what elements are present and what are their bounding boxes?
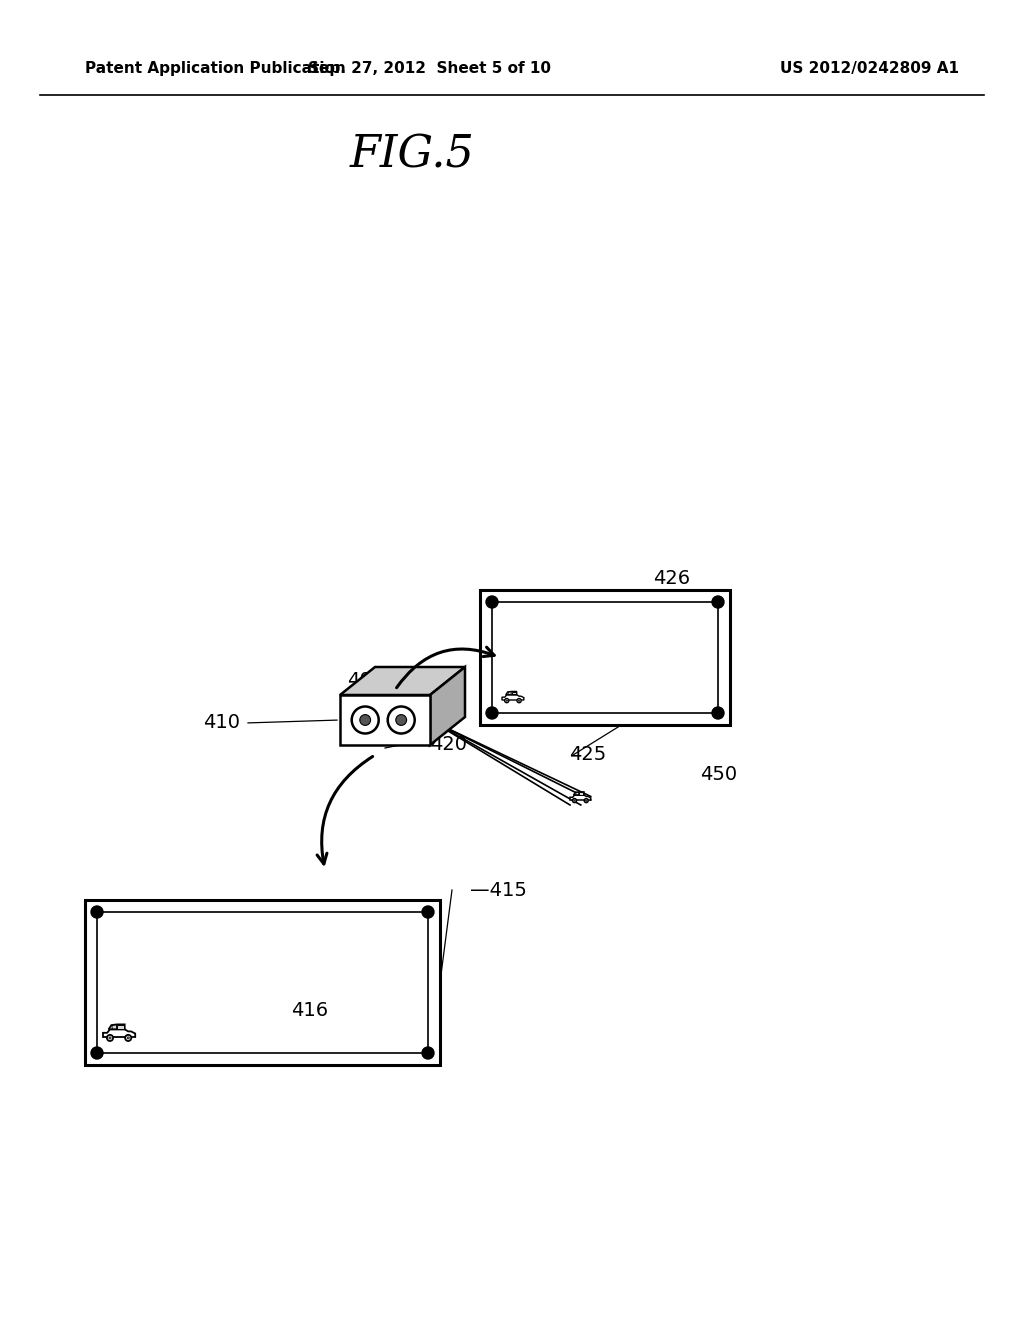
Bar <box>97 912 428 1053</box>
Circle shape <box>573 800 575 801</box>
Circle shape <box>91 906 103 917</box>
Text: 425: 425 <box>569 746 606 764</box>
Polygon shape <box>109 1024 125 1030</box>
Polygon shape <box>430 667 465 744</box>
Polygon shape <box>506 692 517 694</box>
Bar <box>340 696 430 744</box>
Circle shape <box>127 1036 129 1039</box>
Text: US 2012/0242809 A1: US 2012/0242809 A1 <box>780 61 959 75</box>
Circle shape <box>388 706 415 734</box>
Polygon shape <box>580 792 584 795</box>
Circle shape <box>506 700 508 701</box>
Text: 426: 426 <box>653 569 690 587</box>
Polygon shape <box>570 795 591 800</box>
Text: Patent Application Publication: Patent Application Publication <box>85 61 346 75</box>
Text: FIG.5: FIG.5 <box>350 133 475 177</box>
Circle shape <box>125 1035 131 1041</box>
Circle shape <box>712 708 724 719</box>
Polygon shape <box>508 692 511 694</box>
Text: 400: 400 <box>346 671 383 689</box>
Circle shape <box>586 800 587 801</box>
Polygon shape <box>112 1024 117 1028</box>
Text: 416: 416 <box>292 1001 329 1019</box>
Polygon shape <box>103 1030 135 1038</box>
Text: 410: 410 <box>203 714 240 733</box>
Text: —415: —415 <box>470 880 527 899</box>
Text: 450: 450 <box>700 766 737 784</box>
Bar <box>480 590 730 725</box>
Circle shape <box>422 906 434 917</box>
Polygon shape <box>118 1026 124 1028</box>
Circle shape <box>585 799 588 803</box>
Circle shape <box>518 700 520 701</box>
Circle shape <box>486 597 498 609</box>
Polygon shape <box>340 667 465 696</box>
Polygon shape <box>573 792 584 795</box>
Circle shape <box>572 799 577 803</box>
Circle shape <box>396 714 407 726</box>
Circle shape <box>359 714 371 726</box>
Circle shape <box>91 1047 103 1059</box>
Circle shape <box>486 708 498 719</box>
Bar <box>492 602 718 713</box>
Circle shape <box>351 706 379 734</box>
Circle shape <box>712 597 724 609</box>
Text: 420: 420 <box>430 735 467 755</box>
Circle shape <box>109 1036 111 1039</box>
Polygon shape <box>502 694 524 700</box>
Text: Sep. 27, 2012  Sheet 5 of 10: Sep. 27, 2012 Sheet 5 of 10 <box>308 61 552 75</box>
Bar <box>85 900 440 1065</box>
Circle shape <box>106 1035 113 1041</box>
Circle shape <box>422 1047 434 1059</box>
Polygon shape <box>575 792 579 795</box>
Circle shape <box>505 698 509 702</box>
Polygon shape <box>512 692 516 694</box>
Circle shape <box>517 698 521 702</box>
